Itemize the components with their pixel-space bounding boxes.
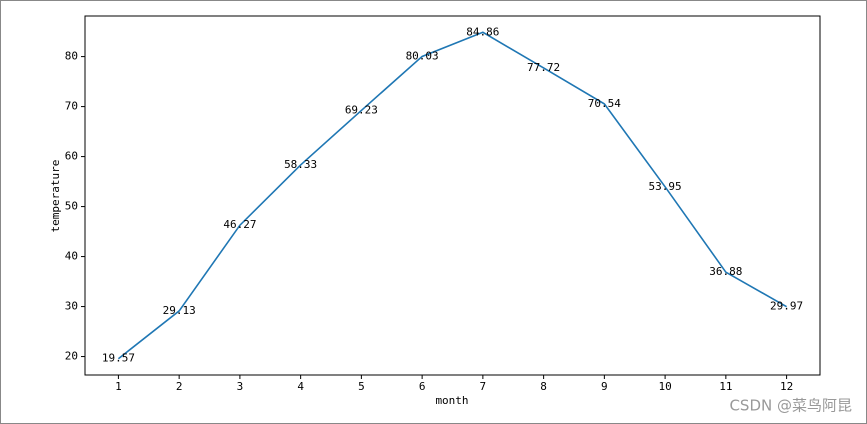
y-tick-label: 80: [65, 50, 78, 63]
x-tick-label: 5: [358, 380, 365, 393]
x-tick-label: 8: [540, 380, 547, 393]
y-tick-label: 60: [65, 150, 78, 163]
y-tick-label: 50: [65, 200, 78, 213]
x-tick-label: 4: [297, 380, 304, 393]
data-label: 70.54: [588, 97, 621, 110]
y-axis-label: temperature: [49, 160, 62, 233]
x-tick-label: 7: [480, 380, 487, 393]
data-label: 58.33: [284, 158, 317, 171]
data-label: 46.27: [223, 218, 256, 231]
x-tick-label: 9: [601, 380, 608, 393]
x-tick-label: 10: [658, 380, 671, 393]
data-label: 69.23: [345, 103, 378, 116]
data-label: 84.86: [466, 25, 499, 38]
data-label: 36.88: [709, 265, 742, 278]
x-axis-label: month: [435, 394, 468, 407]
plot-area: [84, 15, 821, 376]
y-tick-label: 40: [65, 250, 78, 263]
line: [117, 31, 787, 360]
x-tick-label: 2: [176, 380, 183, 393]
data-label: 53.95: [649, 180, 682, 193]
x-tick-label: 11: [719, 380, 732, 393]
watermark: CSDN @菜鸟阿昆: [729, 397, 852, 415]
data-label: 29.13: [163, 304, 196, 317]
y-tick-label: 20: [65, 350, 78, 363]
x-tick-label: 3: [237, 380, 244, 393]
data-label: 77.72: [527, 61, 560, 74]
x-tick-label: 1: [115, 380, 122, 393]
y-tick-label: 30: [65, 300, 78, 313]
y-tick-label: 70: [65, 100, 78, 113]
data-label: 29.97: [770, 300, 803, 313]
data-label: 19.57: [102, 352, 135, 365]
data-label: 80.03: [406, 49, 439, 62]
x-tick-label: 12: [780, 380, 793, 393]
x-tick-label: 6: [419, 380, 426, 393]
